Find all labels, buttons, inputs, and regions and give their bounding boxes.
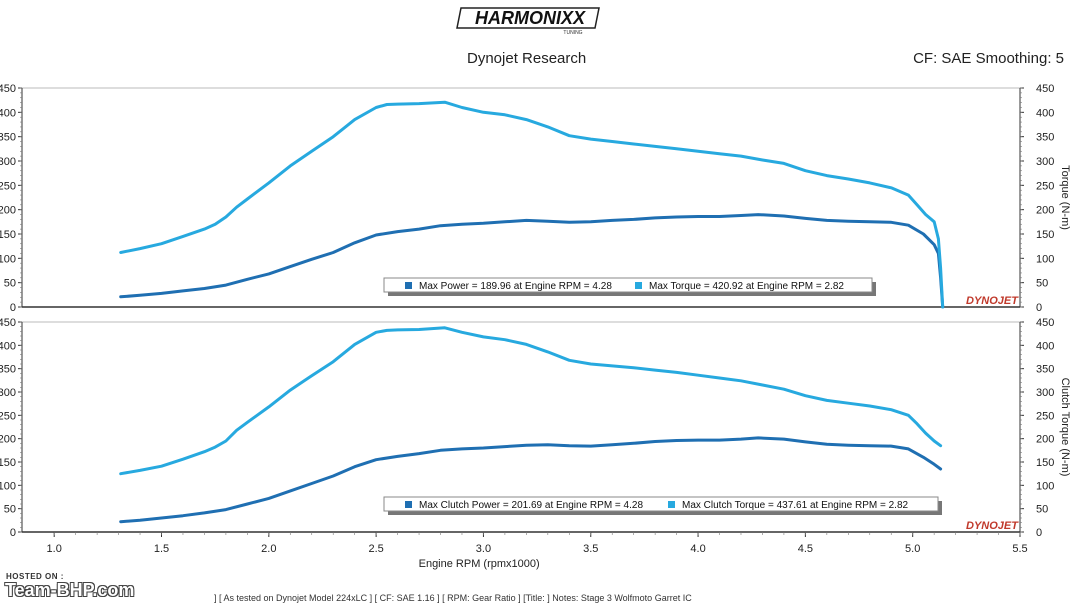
y-tick-label: 400 — [0, 107, 16, 119]
dynojet-brand-mark: DYNOJET — [966, 520, 1019, 532]
x-tick-label: 4.0 — [690, 543, 705, 555]
y-tick-label: 200 — [0, 434, 16, 446]
dyno-chart: 0 50 100 150 200 250 300 350 400 450 0 50 100 150 200 2… — [0, 83, 1071, 570]
x-tick-label: 3.5 — [583, 543, 598, 555]
x-tick-label: 3.0 — [476, 543, 491, 555]
x-tick-label: 4.5 — [798, 543, 813, 555]
legend-swatch-torque — [668, 501, 675, 508]
y2-tick-label: 400 — [1036, 107, 1054, 119]
x-axis-label: Engine RPM (rpmx1000) — [419, 558, 540, 570]
report-subtitle: Dynojet Research — [467, 50, 587, 67]
harmonixx-logo: HARMONIXX TUNING — [456, 7, 600, 36]
y2-axis-label: Torque (N-m) — [1059, 165, 1071, 230]
x-tick-label: 1.0 — [47, 543, 62, 555]
x-tick-label: 2.5 — [368, 543, 383, 555]
logo-text: HARMONIXX — [475, 8, 586, 28]
x-tick-label: 5.0 — [905, 543, 920, 555]
correction-factor-info: CF: SAE Smoothing: 5 — [913, 50, 1064, 67]
report-header: HARMONIXX TUNING Dynojet Research CF: SA… — [0, 0, 1080, 80]
y2-tick-label: 400 — [1036, 340, 1054, 352]
y2-tick-label: 250 — [1036, 180, 1054, 192]
y2-axis-label: Clutch Torque (N-m) — [1059, 378, 1071, 477]
y2-tick-label: 0 — [1036, 302, 1042, 314]
y2-tick-label: 350 — [1036, 364, 1054, 376]
y2-tick-label: 300 — [1036, 387, 1054, 399]
y2-tick-label: 100 — [1036, 480, 1054, 492]
legend-swatch-torque — [635, 282, 642, 289]
legend-label-power: Max Clutch Power = 201.69 at Engine RPM … — [419, 500, 643, 511]
logo-subtext: TUNING — [563, 30, 582, 36]
legend-label-torque: Max Torque = 420.92 at Engine RPM = 2.82 — [649, 281, 844, 292]
y-tick-label: 300 — [0, 387, 16, 399]
y-tick-label: 100 — [0, 480, 16, 492]
y2-tick-label: 200 — [1036, 205, 1054, 217]
y2-tick-label: 150 — [1036, 457, 1054, 469]
y2-tick-label: 0 — [1036, 527, 1042, 539]
legend-box — [383, 277, 873, 293]
y2-tick-label: 50 — [1036, 278, 1048, 290]
watermark-hosted-label: HOSTED ON : — [6, 572, 64, 581]
plot-area-frame — [21, 87, 1021, 308]
y-tick-label: 300 — [0, 156, 16, 168]
y2-tick-label: 200 — [1036, 434, 1054, 446]
y2-tick-label: 250 — [1036, 410, 1054, 422]
y-tick-label: 350 — [0, 132, 16, 144]
x-tick-label: 5.5 — [1012, 543, 1027, 555]
legend-label-power: Max Power = 189.96 at Engine RPM = 4.28 — [419, 281, 612, 292]
legend-swatch-power — [405, 282, 412, 289]
series-line-power — [119, 436, 943, 524]
y-tick-label: 100 — [0, 253, 16, 265]
y2-tick-label: 450 — [1036, 317, 1054, 329]
y-tick-label: 0 — [10, 527, 16, 539]
y-tick-label: 200 — [0, 205, 16, 217]
y2-tick-label: 100 — [1036, 253, 1054, 265]
watermark-site-name: Team-BHP.com — [5, 580, 135, 600]
legend-label-torque: Max Clutch Torque = 437.61 at Engine RPM… — [682, 500, 909, 511]
y-tick-label: 450 — [0, 83, 16, 95]
y2-tick-label: 350 — [1036, 132, 1054, 144]
y-tick-label: 50 — [4, 504, 16, 516]
y-tick-label: 50 — [4, 278, 16, 290]
y-tick-label: 0 — [10, 302, 16, 314]
dynojet-brand-mark: DYNOJET — [966, 295, 1019, 307]
y-tick-label: 350 — [0, 364, 16, 376]
legend-swatch-power — [405, 501, 412, 508]
y2-tick-label: 150 — [1036, 229, 1054, 241]
y-tick-label: 250 — [0, 410, 16, 422]
x-tick-label: 2.0 — [261, 543, 276, 555]
y2-tick-label: 450 — [1036, 83, 1054, 95]
y2-tick-label: 300 — [1036, 156, 1054, 168]
run-info-footer: ] [ As tested on Dynojet Model 224xLC ] … — [214, 593, 692, 603]
x-tick-label: 1.5 — [154, 543, 169, 555]
y-tick-label: 400 — [0, 340, 16, 352]
legend-box — [383, 496, 939, 512]
series-line-power — [119, 213, 945, 309]
series-line-torque — [119, 326, 943, 476]
y-tick-label: 150 — [0, 457, 16, 469]
y-tick-label: 250 — [0, 180, 16, 192]
y-tick-label: 450 — [0, 317, 16, 329]
y2-tick-label: 50 — [1036, 504, 1048, 516]
series-line-torque — [119, 100, 945, 309]
y-tick-label: 150 — [0, 229, 16, 241]
